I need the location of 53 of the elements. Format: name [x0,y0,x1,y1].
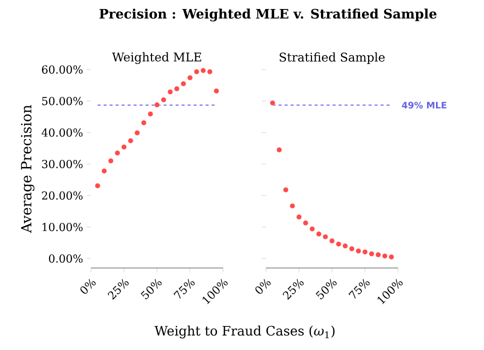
y-tick-label: 30.00% [42,160,83,168]
x-tick-label: 0% [80,278,96,294]
point [128,138,134,144]
point [322,234,328,240]
point [296,214,302,220]
chart-title: Stratified Sample [280,52,385,64]
ref-line-label: 49% MLE [402,102,446,109]
point [336,241,342,247]
point [356,248,362,254]
point [180,80,186,86]
point [108,158,114,164]
point [141,120,147,126]
point [94,183,100,189]
point [154,102,160,108]
point [342,243,348,249]
point [200,68,206,74]
point [290,203,296,209]
point [276,147,282,153]
y-axis-title: Average Precision [20,105,34,233]
y-tick-label: 10.00% [42,222,83,232]
y-tick-label: 50.00% [42,96,83,106]
point [382,253,388,259]
point [309,226,315,232]
point [134,130,140,136]
point [368,251,374,257]
point [388,254,394,260]
point [375,252,381,258]
y-tick-label: 0.00% [48,254,83,263]
point [214,88,220,94]
point [362,249,368,255]
point [349,246,355,252]
point [194,69,200,75]
point [316,231,322,237]
point [283,187,289,193]
text: Precision : Weighted MLE v. Stratified Sample [99,8,437,22]
point [207,69,213,75]
y-tick-label: 40.00% [42,128,83,137]
point [187,74,193,80]
point [329,238,335,244]
point [160,97,166,103]
y-tick-label: 60.00% [42,65,83,74]
point [167,89,173,95]
x-axis-title: Weight to Fraud Cases (ω$_{1}$) [154,326,335,338]
y-tick-label: 20.00% [42,191,83,200]
point [270,100,276,106]
chart-title: Weighted MLE [112,52,202,64]
point [302,220,308,226]
point [114,150,120,156]
x-tick-label: 0% [255,278,271,294]
point [101,168,107,174]
point [148,111,154,117]
point [174,86,180,92]
point [121,144,127,150]
